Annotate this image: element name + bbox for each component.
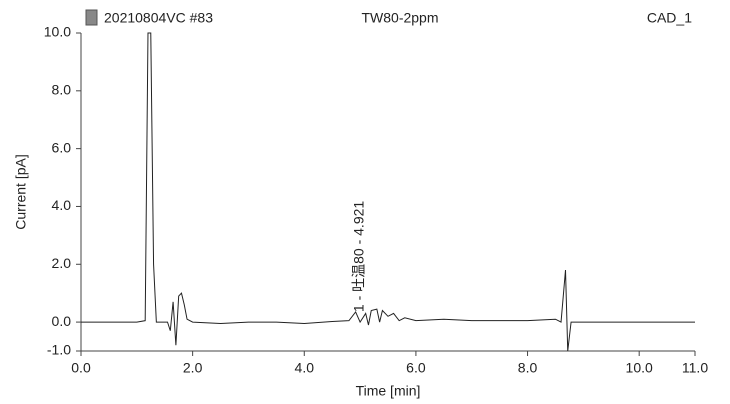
signal-line [81,32,695,352]
y-tick-label: 0.0 [52,313,72,329]
y-tick-label: 2.0 [52,255,72,271]
x-tick-label: 8.0 [518,360,538,376]
x-tick-label: 0.0 [71,360,91,376]
y-axis-label: Current [pA] [13,154,29,229]
x-tick-label: 4.0 [295,360,315,376]
x-tick-label: 11.0 [682,360,708,376]
y-tick-label: 8.0 [52,82,72,98]
y-tick-label: 4.0 [52,197,72,213]
x-tick-label: 10.0 [626,360,653,376]
x-tick-label: 2.0 [183,360,203,376]
y-tick-label: 10.0 [44,24,71,40]
peak-label: 1 - 吐温80 - 4.921 [350,201,366,312]
header-sample: 20210804VC #83 [104,10,213,26]
header-name: TW80-2ppm [361,10,438,26]
x-axis-label: Time [min] [356,383,421,399]
x-tick-label: 6.0 [406,360,426,376]
header-channel: CAD_1 [647,10,692,26]
y-tick-label: 6.0 [52,139,72,155]
file-icon [85,9,98,26]
y-tick-label: -1.0 [47,342,71,358]
